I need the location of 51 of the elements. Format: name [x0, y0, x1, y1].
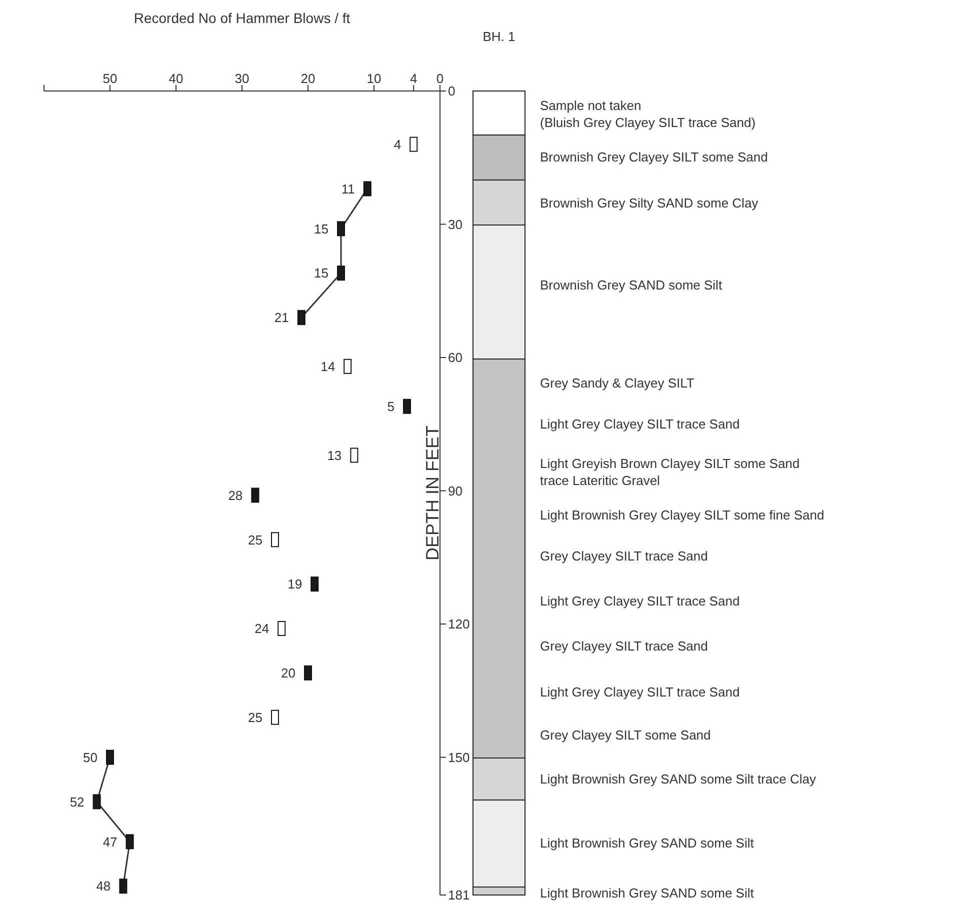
- x-tick-label: 30: [234, 71, 250, 86]
- data-label: 52: [70, 794, 84, 810]
- text: Grey Sandy & Clayey SILT: [540, 376, 694, 390]
- text: Light Brownish Grey SAND some Silt: [540, 886, 754, 900]
- text: Grey Clayey SILT trace Sand: [540, 548, 708, 564]
- text: Grey Clayey SILT some Sand: [540, 728, 711, 742]
- x-tick-label: 40: [168, 71, 184, 86]
- y-tick-label: 90: [448, 483, 462, 498]
- data-label: 5: [387, 398, 394, 414]
- text: Grey Clayey SILT trace Sand: [540, 638, 708, 654]
- data-label: 21: [274, 310, 289, 326]
- y-tick-label: 60: [448, 350, 462, 366]
- data-label: 25: [248, 710, 262, 725]
- x-axis-title: Recorded No of Hammer Blows / ft: [134, 10, 350, 26]
- x-tick-label: 4: [410, 71, 418, 86]
- y-axis-title: DEPTH IN FEET: [422, 425, 442, 561]
- x-tick-label: 50: [102, 71, 118, 86]
- text: Light Brownish Grey SAND some Silt trace Clay: [540, 772, 816, 786]
- data-label: 19: [288, 576, 302, 592]
- text: Brownish Grey SAND some Silt: [540, 278, 722, 292]
- data-label: 15: [314, 266, 328, 281]
- x-tick-label: 20: [300, 71, 316, 86]
- text: Light Grey Clayey SILT trace Sand: [540, 416, 740, 432]
- data-label: 25: [248, 532, 262, 548]
- data-label: 14: [320, 359, 336, 374]
- text: Brownish Grey Clayey SILT some Sand: [540, 150, 768, 164]
- text: Light Grey Clayey SILT trace Sand: [540, 594, 740, 608]
- data-label: 20: [281, 666, 296, 681]
- data-label: 47: [102, 834, 118, 850]
- data-label: 4: [394, 136, 402, 152]
- data-label: 48: [96, 878, 111, 894]
- y-tick-label: 0: [448, 84, 456, 99]
- x-tick-label: 0: [436, 71, 444, 86]
- y-tick-label: 181: [448, 888, 470, 903]
- text: Light Brownish Grey SAND some Silt: [540, 836, 754, 850]
- x-tick-label: 10: [366, 71, 382, 86]
- text: Sample not taken (Bluish Grey Clayey SILT trace Sand): [540, 98, 756, 130]
- data-label: 11: [341, 181, 355, 196]
- text: BH. 1: [482, 29, 516, 44]
- data-label: 50: [83, 750, 98, 765]
- text: Light Grey Clayey SILT trace Sand: [540, 684, 740, 700]
- y-tick-label: 120: [448, 616, 470, 632]
- data-label: 28: [228, 488, 243, 503]
- text: Brownish Grey Silty SAND some Clay: [540, 196, 759, 210]
- data-label: 15: [314, 221, 328, 236]
- data-label: 13: [327, 448, 342, 463]
- data-label: 24: [254, 621, 270, 636]
- y-tick-label: 30: [448, 216, 462, 232]
- text: Light Greyish Brown Clayey SILT some Sand trace Lateritic Gravel: [540, 456, 800, 488]
- text: Light Brownish Grey Clayey SILT some fine Sand: [540, 508, 824, 522]
- y-tick-label: 150: [448, 750, 470, 765]
